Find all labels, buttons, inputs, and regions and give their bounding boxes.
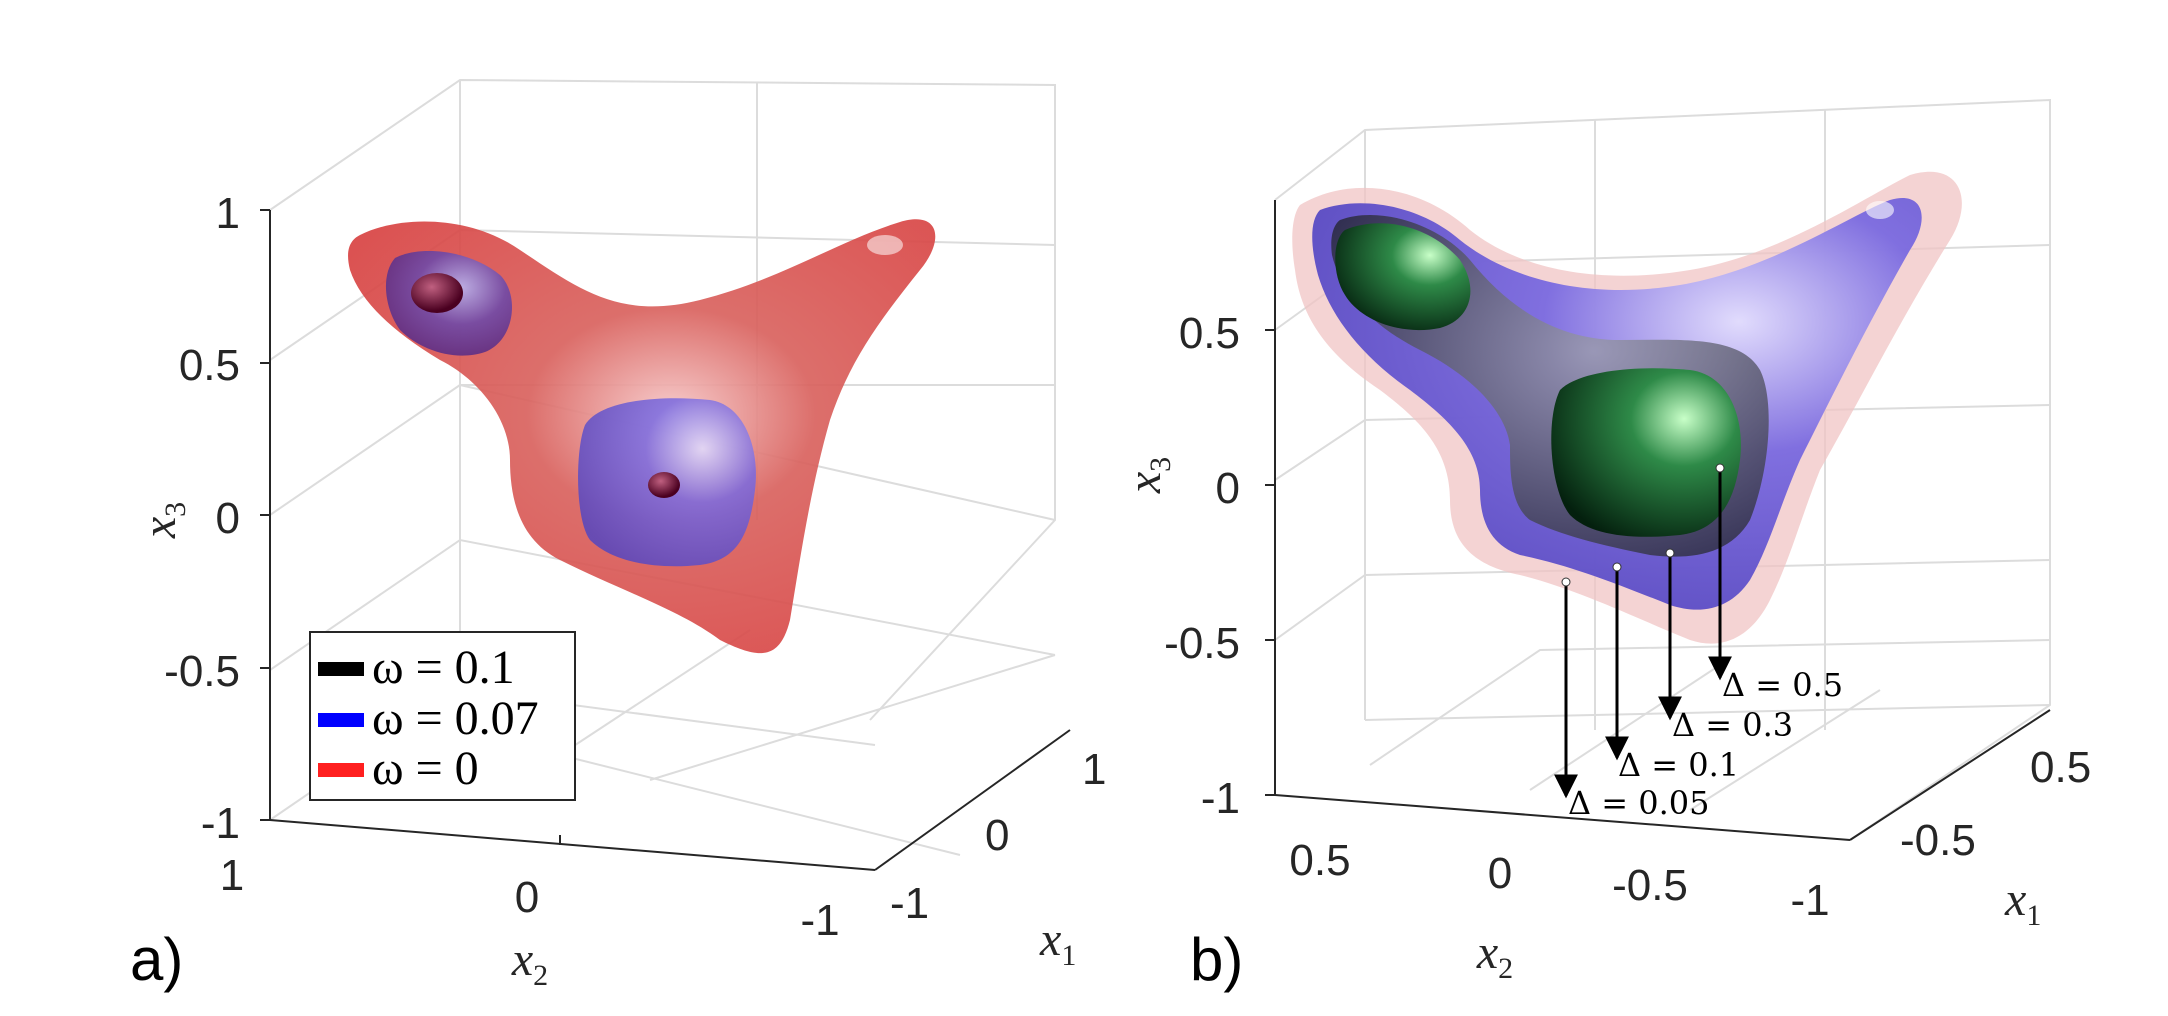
annotation-point [1612, 562, 1622, 572]
legend-entry: ω = 0 [372, 742, 479, 795]
annotation-point [1665, 548, 1675, 558]
x2-tick: 0 [515, 873, 539, 922]
x2-tick: -1 [1790, 876, 1829, 925]
legend-entry: ω = 0.07 [372, 692, 539, 745]
panel-a-x1-label: x1 [1039, 913, 1076, 972]
x2-tick: -0.5 [1612, 861, 1688, 910]
x3-tick: 0.5 [1179, 309, 1240, 358]
x3-tick: -0.5 [1164, 619, 1240, 668]
panel-a-surfaces [348, 219, 936, 654]
panel-b-label: b) [1190, 926, 1243, 993]
highlight [867, 235, 903, 255]
delta-05-surface-right [1551, 368, 1741, 537]
panel-b-x2-label: x2 [1476, 926, 1513, 985]
annotation-label: Δ = 0.05 [1568, 784, 1710, 822]
panel-a-x2-label: x2 [511, 933, 548, 992]
annotation-label: Δ = 0.1 [1618, 746, 1739, 784]
panel-b-surfaces [1292, 171, 1962, 644]
legend-entry: ω = 0.1 [372, 641, 515, 694]
annotation-label: Δ = 0.5 [1722, 666, 1843, 704]
panel-a-x3-label: x3 [133, 502, 192, 539]
legend-swatch [318, 662, 364, 676]
panel-b-x3-label: x3 [1118, 457, 1177, 494]
x2-tick: 0.5 [1289, 836, 1350, 885]
panel-b-axes [1265, 200, 2051, 841]
panel-b-x2-ticks: 0.5 0 -0.5 -1 [1289, 836, 1829, 925]
legend-swatch [318, 763, 364, 777]
legend-swatch [318, 713, 364, 727]
panel-b-x3-ticks: 0.5 0 -0.5 -1 [1164, 309, 1240, 823]
panel-b-annotations: Δ = 0.5 Δ = 0.3 Δ = 0.1 Δ = 0.05 [1554, 463, 1843, 822]
x3-tick: -0.5 [164, 647, 240, 696]
panel-a-x1-ticks: 1 0 -1 [890, 745, 1106, 928]
x1-tick: -0.5 [1900, 816, 1976, 865]
x3-tick: 0 [1216, 464, 1240, 513]
annotation-label: Δ = 0.3 [1672, 706, 1793, 744]
panel-a-x2-ticks: 1 0 -1 [220, 851, 840, 945]
omega-01-surface-right [648, 472, 680, 498]
panel-a-label: a) [130, 926, 183, 993]
annotation-point [1715, 463, 1725, 473]
x1-tick: -1 [890, 879, 929, 928]
panel-a-legend: ω = 0.1 ω = 0.07 ω = 0 [309, 631, 576, 801]
x3-tick: -1 [1201, 774, 1240, 823]
x1-tick: 1 [1082, 745, 1106, 794]
delta-05-surface-left [1335, 223, 1471, 331]
omega-01-surface-left [411, 273, 463, 313]
x2-tick: 1 [220, 851, 244, 900]
x1-tick: 0.5 [2030, 743, 2091, 792]
panel-b-x1-ticks: 0.5 -0.5 [1900, 743, 2091, 865]
x3-tick: 0 [216, 494, 240, 543]
panel-a-axes [260, 209, 1071, 871]
x1-tick: 0 [985, 811, 1009, 860]
panel-b-plot: Δ = 0.5 Δ = 0.3 Δ = 0.1 Δ = 0.05 0.5 0 -… [1118, 98, 2091, 993]
x3-tick: -1 [201, 799, 240, 848]
highlight [1866, 201, 1894, 219]
x2-tick: -1 [800, 896, 839, 945]
panel-a-x3-ticks: 1 0.5 0 -0.5 -1 [164, 189, 240, 848]
annotation-point [1561, 577, 1571, 587]
panel-a-plot: 1 0.5 0 -0.5 -1 1 0 -1 1 0 -1 x2 x1 x3 ω… [130, 78, 1106, 993]
x3-tick: 0.5 [179, 341, 240, 390]
panel-b-x1-label: x1 [2004, 873, 2041, 932]
x2-tick: 0 [1488, 849, 1512, 898]
x3-tick: 1 [216, 189, 240, 238]
